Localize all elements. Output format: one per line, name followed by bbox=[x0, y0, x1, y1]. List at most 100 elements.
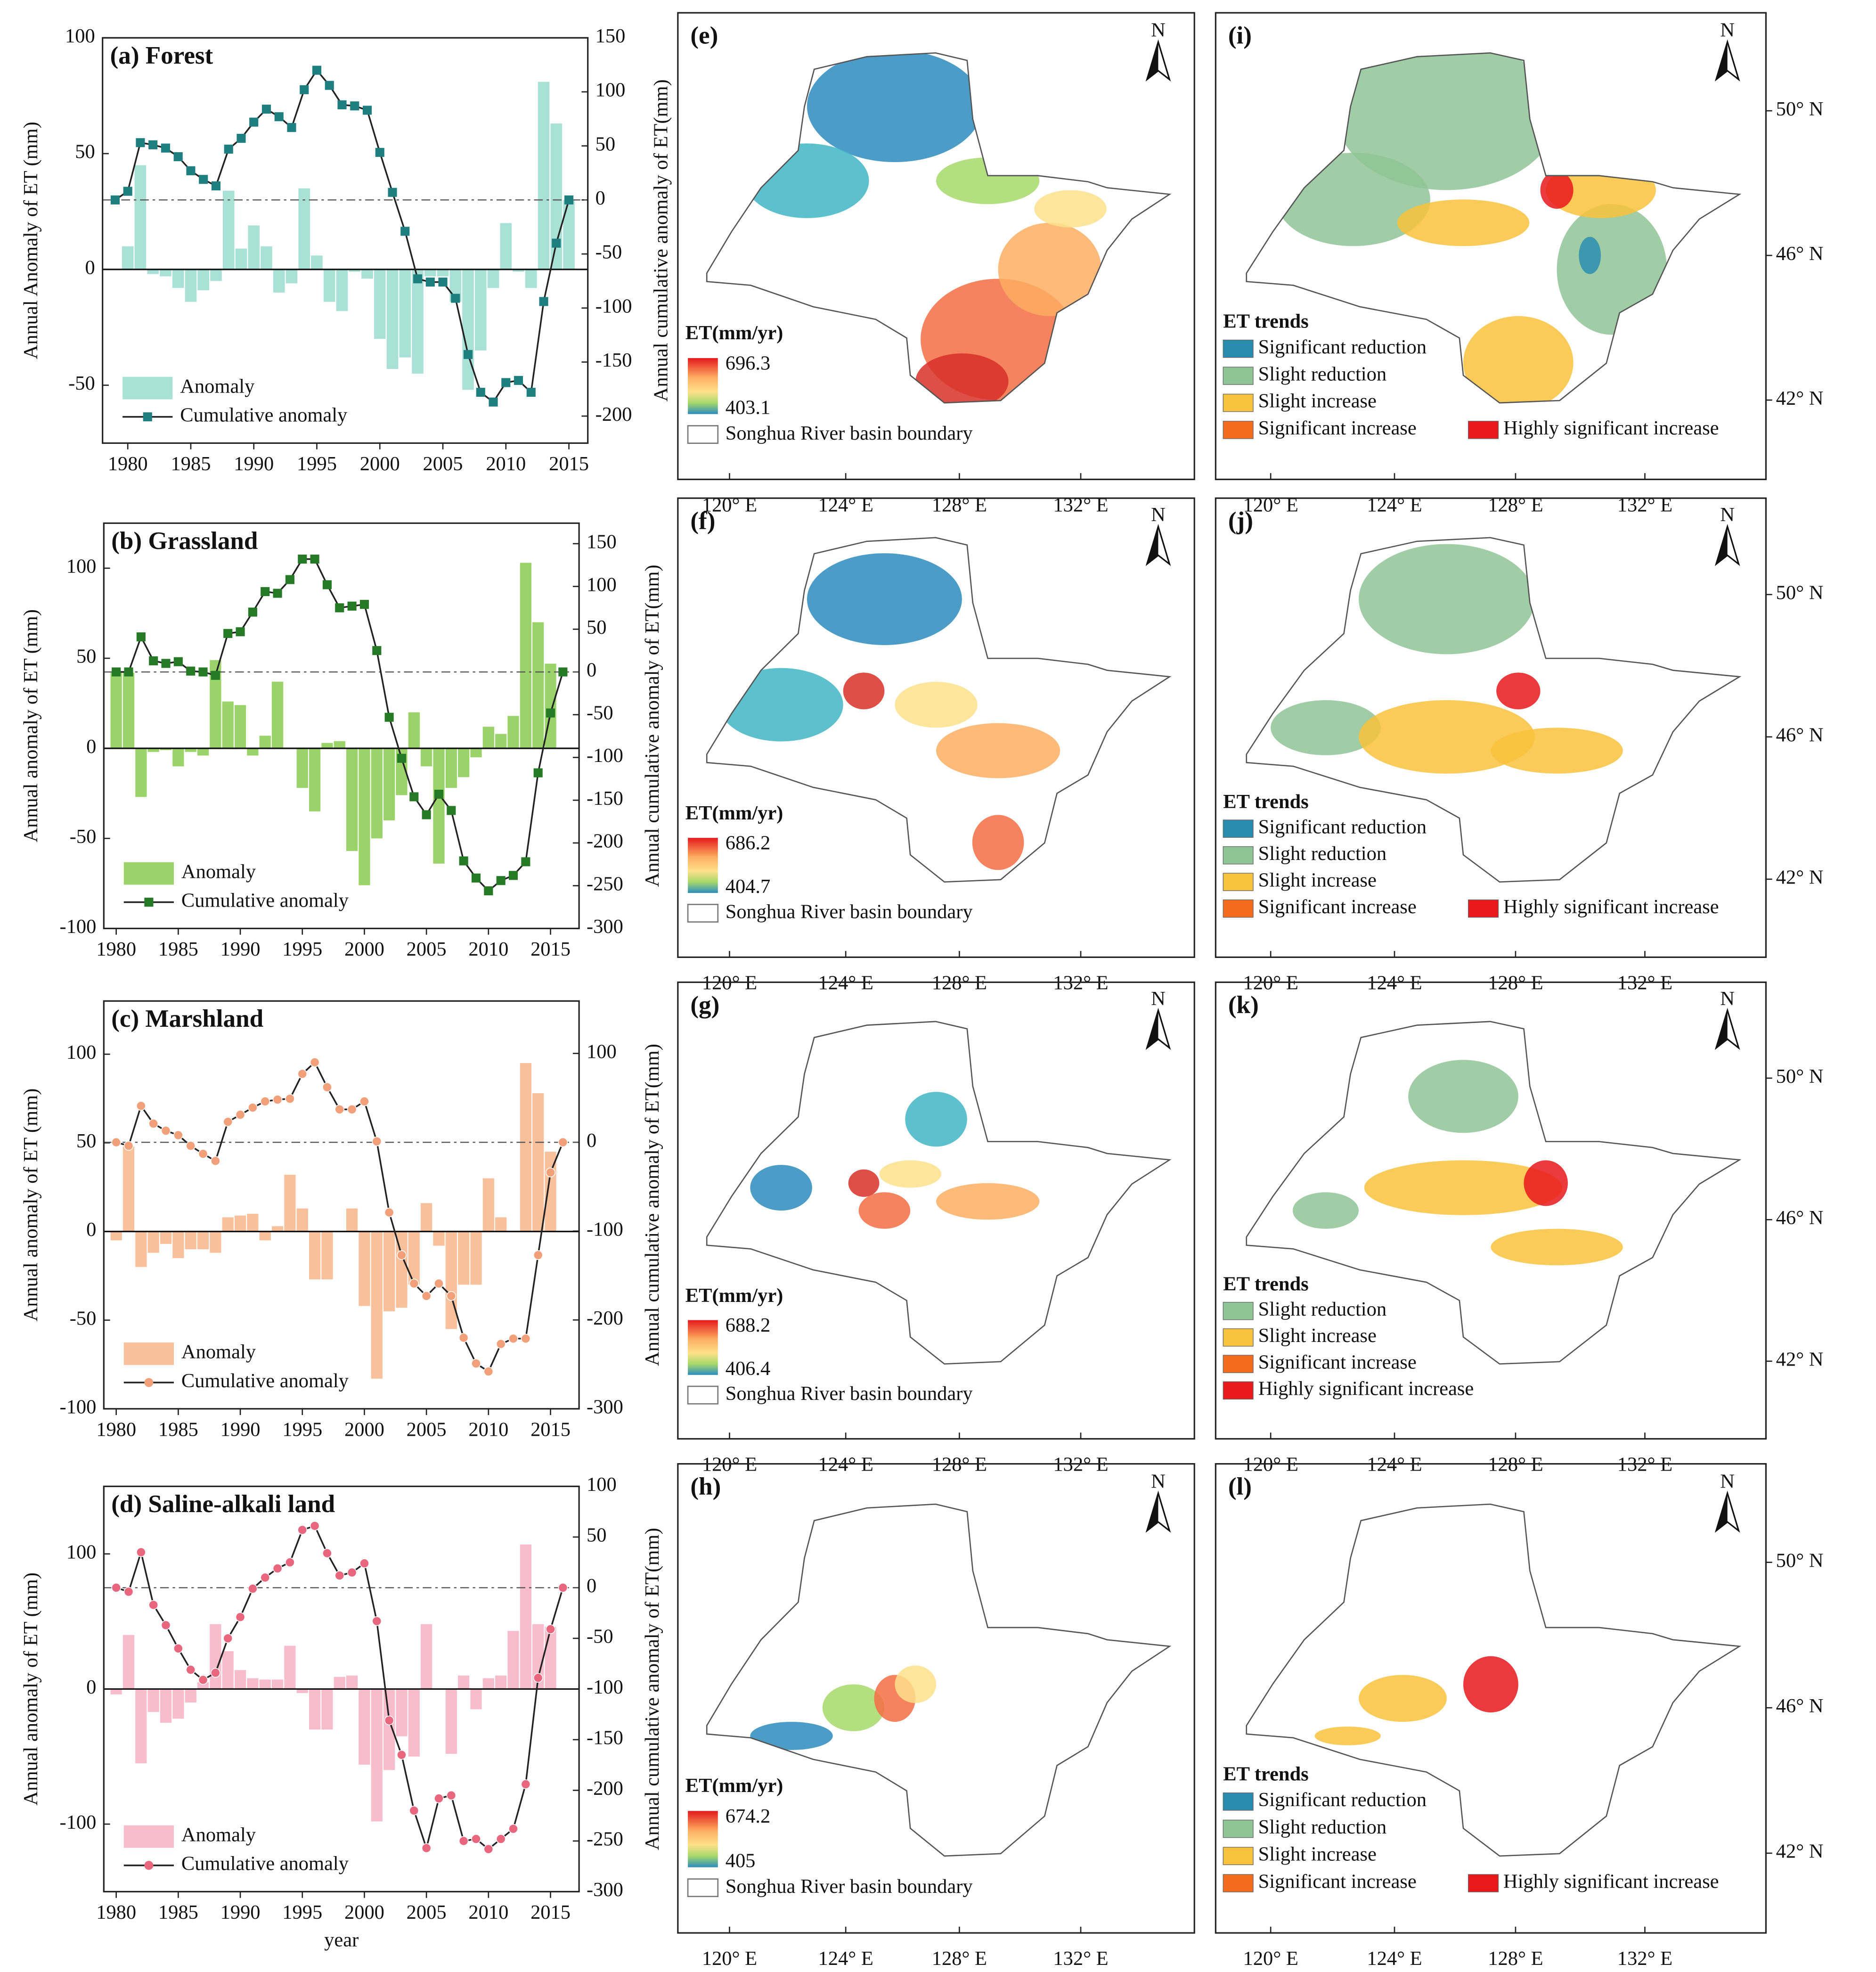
basin-boundary bbox=[1246, 1503, 1742, 1857]
north-label: N bbox=[1151, 19, 1166, 41]
line-marker bbox=[235, 1612, 245, 1622]
lat-tick-label: 50° N bbox=[1776, 1549, 1824, 1571]
lat-tick-label: 42° N bbox=[1776, 1841, 1824, 1863]
map-area bbox=[848, 1169, 880, 1197]
line-marker bbox=[322, 1548, 332, 1558]
line-marker bbox=[409, 1278, 419, 1289]
bar bbox=[311, 255, 323, 270]
legend-title: ET(mm/yr) bbox=[685, 322, 783, 344]
map-area bbox=[1034, 190, 1107, 228]
bar bbox=[234, 705, 246, 749]
bar bbox=[495, 734, 507, 749]
line-marker bbox=[285, 1094, 295, 1104]
y2-tick-label: -300 bbox=[587, 916, 623, 938]
bar bbox=[110, 1689, 122, 1694]
bar bbox=[437, 269, 449, 277]
map-area bbox=[895, 1665, 937, 1703]
x-tick-label: 2015 bbox=[530, 938, 571, 960]
bar bbox=[386, 269, 399, 369]
y-tick-label: 50 bbox=[76, 646, 96, 668]
y-axis-label: Annual anomaly of ET (mm) bbox=[20, 609, 42, 843]
bar bbox=[383, 748, 395, 821]
bar bbox=[247, 748, 259, 756]
y2-tick-label: 100 bbox=[587, 1473, 617, 1496]
colorbar bbox=[688, 1811, 718, 1867]
bar bbox=[273, 269, 285, 293]
boundary-label: Songhua River basin boundary bbox=[726, 1875, 973, 1898]
map-area bbox=[1557, 204, 1667, 335]
bar bbox=[520, 563, 531, 749]
bar bbox=[296, 1208, 308, 1232]
bar bbox=[520, 1544, 531, 1689]
bar bbox=[234, 1215, 246, 1232]
bar bbox=[222, 701, 234, 749]
y-tick-label: -100 bbox=[60, 1396, 97, 1418]
bar bbox=[445, 748, 457, 788]
x-tick-label: 2005 bbox=[407, 938, 447, 960]
line-marker bbox=[434, 1793, 444, 1804]
line-marker bbox=[552, 238, 561, 248]
line-marker bbox=[274, 112, 284, 122]
bar bbox=[396, 1689, 408, 1736]
north-label: N bbox=[1720, 988, 1735, 1010]
legend-label: Significant increase bbox=[1258, 1351, 1417, 1373]
bar bbox=[361, 269, 373, 279]
lon-tick-label: 132° E bbox=[1053, 494, 1108, 516]
map-area bbox=[1397, 199, 1530, 246]
line-marker bbox=[261, 105, 271, 114]
y2-tick-label: -200 bbox=[587, 1307, 623, 1329]
line-marker bbox=[388, 188, 397, 197]
line-marker bbox=[186, 1665, 196, 1675]
line-marker bbox=[173, 657, 183, 666]
bar bbox=[336, 269, 348, 311]
line-marker bbox=[136, 138, 145, 147]
bar bbox=[371, 1231, 383, 1379]
line-marker bbox=[249, 117, 259, 127]
bar bbox=[185, 748, 196, 752]
frame bbox=[1215, 981, 1767, 1440]
bar bbox=[197, 748, 209, 756]
colorbar bbox=[688, 358, 718, 414]
legend-label: Cumulative anomaly bbox=[181, 889, 349, 911]
map-area bbox=[1408, 1060, 1518, 1133]
legend-swatch bbox=[1223, 846, 1254, 865]
panel-label: (g) bbox=[690, 991, 719, 1019]
bar bbox=[445, 1231, 457, 1329]
bar bbox=[321, 743, 333, 749]
y-tick-label: 100 bbox=[65, 25, 95, 47]
bar bbox=[296, 748, 308, 788]
bar bbox=[197, 1682, 209, 1689]
map-fill bbox=[745, 53, 1107, 403]
x-tick-label: 2010 bbox=[468, 1418, 508, 1440]
y2-axis-label: Annual cumulative anomaly of ET(mm) bbox=[650, 79, 672, 401]
bar bbox=[323, 269, 335, 302]
bar bbox=[259, 1231, 271, 1241]
y-tick-label: -50 bbox=[70, 1307, 97, 1329]
frame bbox=[103, 522, 580, 929]
y2-tick-label: -100 bbox=[587, 745, 623, 767]
map-area bbox=[1364, 1160, 1563, 1215]
legend-title: ET trends bbox=[1223, 310, 1308, 332]
line-marker bbox=[322, 580, 332, 589]
frame bbox=[1215, 12, 1767, 480]
bar bbox=[261, 246, 272, 270]
bar bbox=[284, 1645, 296, 1689]
panel-label: (f) bbox=[690, 507, 715, 534]
north-arrow-half bbox=[1716, 1493, 1728, 1531]
y2-tick-label: 150 bbox=[595, 25, 626, 47]
map-area bbox=[1463, 316, 1574, 403]
map-area bbox=[1491, 728, 1623, 774]
x-tick-label: 1980 bbox=[96, 938, 136, 960]
legend-label: Slight increase bbox=[1258, 390, 1377, 412]
line-marker bbox=[325, 81, 334, 90]
legend-label: Anomaly bbox=[180, 375, 255, 397]
map-area bbox=[807, 553, 962, 645]
line-marker bbox=[237, 134, 246, 143]
map-area bbox=[745, 143, 869, 218]
map-area bbox=[1579, 237, 1601, 274]
line-marker bbox=[322, 1082, 332, 1092]
line-marker bbox=[483, 1366, 494, 1376]
bar bbox=[421, 1203, 432, 1232]
x-tick-label: 2000 bbox=[344, 938, 384, 960]
legend-swatch bbox=[1223, 899, 1254, 918]
